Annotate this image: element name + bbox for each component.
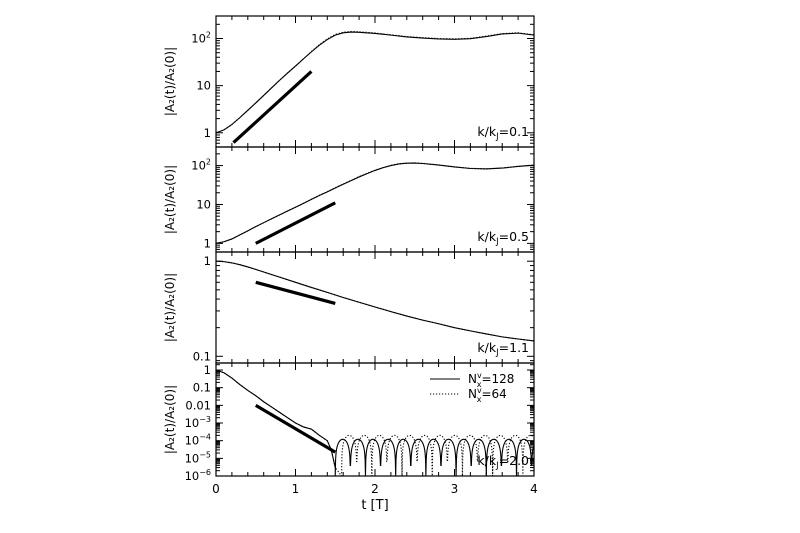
panel-3: 1 0.1 |A₂(t)/A₂(0)| k/kJ=1.1 bbox=[163, 251, 535, 364]
y-axis-label: |A₂(t)/A₂(0)| bbox=[163, 273, 177, 342]
panel-annotation: k/kJ=0.1 bbox=[477, 124, 529, 142]
panel-annotation: k/kJ=1.1 bbox=[477, 340, 529, 358]
series-line-dotted bbox=[216, 260, 534, 342]
slope-guide-line bbox=[254, 403, 337, 454]
y-axis-label: |A₂(t)/A₂(0)| bbox=[163, 47, 177, 116]
x-tick-label: 1 bbox=[292, 482, 300, 496]
panel-2: 1 10 102 |A₂(t)/A₂(0)| k/kJ=0.5 bbox=[163, 146, 535, 253]
x-tick-label: 2 bbox=[371, 482, 379, 496]
series-line-dotted bbox=[216, 369, 534, 476]
y-tick-label: 1 bbox=[204, 236, 211, 250]
legend-label: Nv x=64 bbox=[468, 386, 507, 404]
panel-1: 1 10 102 |A₂(t)/A₂(0)| k/kJ=0.1 bbox=[163, 15, 535, 148]
series-line-solid bbox=[216, 369, 534, 476]
series-line-dotted bbox=[216, 162, 534, 244]
x-tick-label: 4 bbox=[530, 482, 538, 496]
y-tick-label: 10−6 bbox=[185, 468, 211, 483]
y-tick-label: 1 bbox=[204, 363, 211, 377]
y-tick-label: 10−3 bbox=[185, 415, 211, 430]
y-tick-label: 102 bbox=[191, 30, 211, 45]
y-tick-label: 1 bbox=[204, 254, 211, 268]
x-tick-label: 3 bbox=[451, 482, 459, 496]
y-tick-label: 10−4 bbox=[185, 433, 211, 448]
y-tick-label: 10−5 bbox=[185, 450, 211, 465]
y-axis-label: |A₂(t)/A₂(0)| bbox=[163, 165, 177, 234]
y-tick-label: 0.1 bbox=[193, 381, 211, 395]
series-line-solid bbox=[216, 260, 534, 342]
y-tick-label: 102 bbox=[191, 158, 211, 173]
y-axis-label: |A₂(t)/A₂(0)| bbox=[163, 385, 177, 454]
y-tick-label: 10 bbox=[196, 197, 211, 211]
slope-guide-line bbox=[232, 70, 313, 144]
y-tick-label: 10 bbox=[196, 79, 211, 93]
legend-label: Nv x=128 bbox=[468, 371, 514, 389]
slope-guide-line bbox=[255, 201, 336, 245]
series-line-solid bbox=[216, 31, 534, 134]
y-tick-label: 0.01 bbox=[185, 398, 211, 412]
panel-4: 10.10.0110−310−410−510−6|A₂(t)/A₂(0)|k/k… bbox=[163, 362, 535, 483]
series-line-dotted bbox=[216, 30, 534, 134]
slope-guide-line bbox=[255, 280, 336, 305]
y-tick-label: 1 bbox=[204, 126, 211, 140]
panel-annotation: k/kJ=0.5 bbox=[477, 229, 529, 247]
x-axis-label: t [T] bbox=[361, 498, 388, 513]
y-tick-label: 0.1 bbox=[193, 349, 211, 363]
x-tick-label: 0 bbox=[212, 482, 220, 496]
